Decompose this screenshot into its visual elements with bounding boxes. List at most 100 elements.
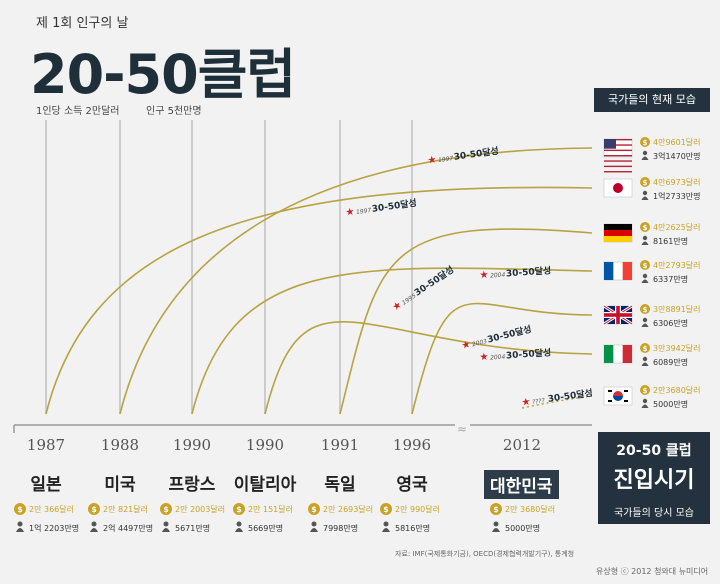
flag-band-3 — [622, 262, 632, 280]
credit-note: 유상형 ⓒ 2012 청와대 뉴미디어 — [596, 567, 709, 576]
income-now: 4만2625달러 — [653, 223, 701, 232]
milestone-usa: ★ 1997 30-50달성 — [345, 197, 418, 219]
coin-icon — [640, 260, 650, 270]
population-now: 5000만명 — [653, 399, 688, 409]
income-then: 2만 151달러 — [248, 505, 293, 514]
country-name-italy: 이탈리아 — [233, 475, 297, 495]
country-name-france: 프랑스 — [168, 475, 216, 495]
person-icon-head — [642, 356, 648, 362]
flag-band-3 — [604, 236, 632, 242]
person-icon-body — [382, 528, 390, 532]
person-icon-body — [641, 279, 649, 283]
entry-stats-japan: $2만 366달러 1억 2203만명 — [14, 503, 79, 533]
income-then: 2만 821달러 — [103, 505, 148, 514]
entry-stats-usa: $2만 821달러 2억 4497만명 — [88, 503, 153, 533]
coin-icon — [14, 503, 26, 515]
coin-icon — [88, 503, 100, 515]
year-label-france: 1990 — [172, 436, 212, 454]
person-icon-head — [91, 521, 97, 527]
person-icon-head — [642, 317, 648, 323]
flag-stripe — [604, 139, 632, 141]
current-status-germany: $4만2625달러 8161만명 — [603, 222, 701, 246]
vertical-gridlines — [45, 120, 413, 414]
person-icon-head — [163, 521, 169, 527]
population-now: 6337만명 — [653, 274, 688, 284]
income-then: 2만 3680달러 — [505, 505, 555, 514]
person-icon-body — [641, 241, 649, 245]
population-then: 5000만명 — [505, 523, 540, 533]
person-icon-body — [641, 362, 649, 366]
milestone-label: 30-50달성 — [371, 197, 418, 215]
time-axis: ≈ — [13, 422, 592, 436]
club-box-line1: 20-50 클럽 — [616, 443, 692, 459]
flag-cross-red — [604, 313, 632, 317]
page-title: 20-50클럽 — [30, 43, 296, 106]
flag-stripe — [604, 165, 632, 168]
person-icon-body — [90, 528, 98, 532]
year-label-usa: 1988 — [100, 436, 140, 454]
coin-icon — [308, 503, 320, 515]
coin-icon — [640, 177, 650, 187]
curve-usa — [119, 147, 593, 415]
population-then: 5669만명 — [248, 523, 283, 533]
milestone-year: 2004 — [490, 354, 506, 362]
population-then: 5671만명 — [175, 523, 210, 533]
flag-band-1 — [604, 262, 614, 280]
milestone-italy: ★ 2004 30-50달성 — [479, 346, 551, 364]
person-icon-head — [311, 521, 317, 527]
flag-trigram — [608, 390, 612, 392]
entry-stats-italy: $2만 151달러 5669만명 — [233, 503, 293, 533]
dollar-icon: $ — [236, 505, 242, 514]
year-label-japan: 1987 — [26, 436, 66, 454]
condition-population: 인구 5천만명 — [146, 106, 202, 117]
dollar-icon: $ — [643, 139, 648, 147]
country-name-usa: 미국 — [104, 475, 136, 495]
entry-stats-germany: $2만 2693달러 7998만명 — [308, 503, 373, 533]
flag-stripe — [604, 155, 632, 157]
milestone-star-icon: ★ — [521, 396, 531, 408]
entry-stats-uk: $2만 990달러 5816만명 — [380, 503, 440, 533]
milestone-label: 30-50달성 — [453, 145, 500, 163]
dollar-icon: $ — [643, 387, 648, 395]
income-now: 3만8891달러 — [653, 305, 701, 314]
year-label-uk: 1996 — [392, 436, 432, 454]
milestone-star-icon: ★ — [479, 352, 489, 364]
country-name-japan: 일본 — [30, 475, 62, 495]
coin-icon — [380, 503, 392, 515]
dollar-icon: $ — [643, 345, 648, 353]
income-now: 2만3680달러 — [653, 386, 701, 395]
person-icon-body — [16, 528, 24, 532]
coin-icon — [640, 385, 650, 395]
flag-band-1 — [604, 345, 614, 363]
population-then: 5816만명 — [395, 523, 430, 533]
milestone-star-icon: ★ — [427, 154, 437, 166]
dollar-icon: $ — [643, 262, 648, 270]
income-now: 3만3942달러 — [653, 344, 701, 353]
current-status-usa: $4만9601달러 3억1470만명 — [603, 137, 701, 173]
milestone-year: 2004 — [490, 272, 506, 280]
year-label-korea: 2012 — [502, 436, 542, 454]
milestone-star-icon: ★ — [460, 339, 471, 352]
population-now: 6306만명 — [653, 318, 688, 328]
dollar-icon: $ — [163, 505, 169, 514]
person-icon-body — [492, 528, 500, 532]
flag-stripe — [604, 149, 632, 152]
population-then: 1억 2203만명 — [29, 523, 79, 533]
flag-sun — [613, 183, 623, 193]
person-icon-head — [642, 273, 648, 279]
dollar-icon: $ — [311, 505, 317, 514]
population-then: 7998만명 — [323, 523, 358, 533]
person-icon-body — [641, 404, 649, 408]
current-status-korea: $2만3680달러 5000만명 — [603, 385, 701, 409]
person-icon-body — [235, 528, 243, 532]
milestone-year: ???? — [532, 397, 546, 406]
income-then: 2만 990달러 — [395, 505, 440, 514]
dollar-icon: $ — [17, 505, 23, 514]
milestone-korea: ★???? 30-50달성 — [521, 387, 594, 409]
country-name-korea: 대한민국 — [484, 470, 559, 499]
flag-taeguk-blue — [613, 396, 623, 401]
person-icon-head — [642, 235, 648, 241]
